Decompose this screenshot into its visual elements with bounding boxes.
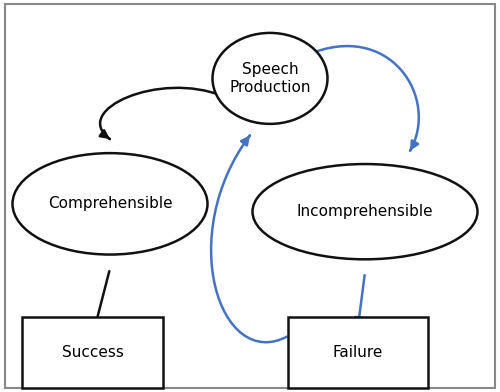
FancyBboxPatch shape [22, 318, 162, 388]
Ellipse shape [212, 33, 328, 124]
Text: Comprehensible: Comprehensible [48, 196, 172, 211]
Text: Failure: Failure [332, 345, 382, 360]
Text: Incomprehensible: Incomprehensible [296, 204, 434, 219]
Text: Speech
Production: Speech Production [229, 62, 311, 94]
Ellipse shape [252, 164, 478, 260]
Text: Success: Success [62, 345, 124, 360]
FancyBboxPatch shape [288, 318, 428, 388]
Ellipse shape [12, 153, 207, 254]
